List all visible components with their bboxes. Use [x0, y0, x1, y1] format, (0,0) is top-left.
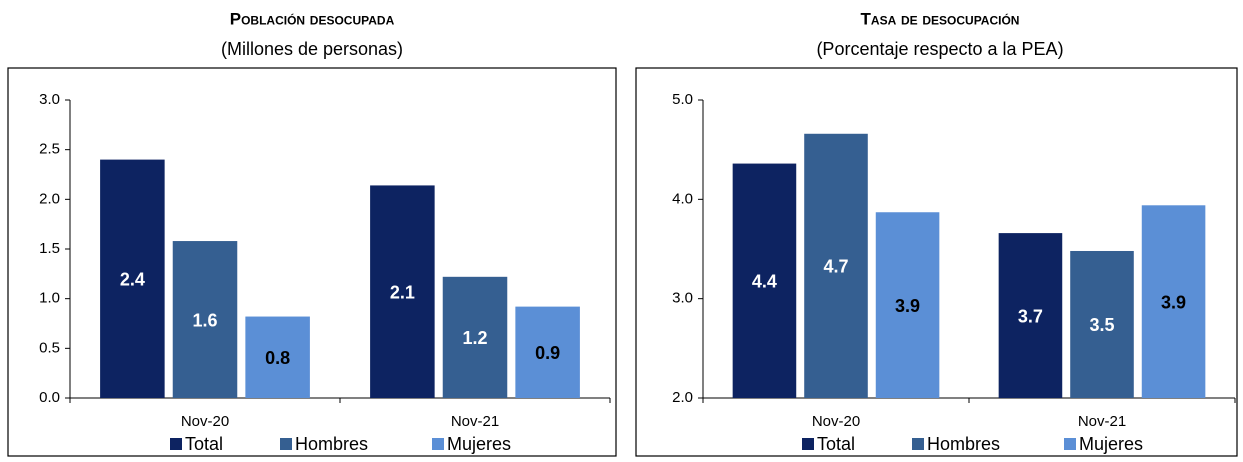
x-tick-label: Nov-20: [812, 413, 860, 430]
y-tick-label: 3.0: [672, 290, 693, 307]
bar: [515, 306, 580, 398]
chart-subtitle: (Porcentaje respecto a la PEA): [816, 39, 1063, 59]
data-label: 1.2: [462, 328, 487, 348]
legend-swatch: [170, 438, 182, 450]
chart-frame: [635, 67, 1238, 457]
data-label: 4.7: [823, 257, 848, 277]
legend-swatch: [912, 438, 924, 450]
data-label: 2.4: [120, 270, 145, 290]
legend-swatch: [432, 438, 444, 450]
data-label: 0.8: [265, 348, 290, 368]
bar: [1070, 250, 1134, 398]
y-tick-label: 0.5: [39, 339, 60, 356]
data-label: 3.9: [1161, 292, 1186, 312]
y-tick-label: 2.5: [39, 141, 60, 158]
y-tick-label: 3.0: [39, 91, 60, 108]
chart-frame: [7, 67, 617, 457]
y-tick-label: 2.0: [39, 190, 60, 207]
data-label: 3.5: [1089, 315, 1114, 335]
legend-swatch: [1064, 438, 1076, 450]
y-tick-label: 0.0: [39, 389, 60, 406]
legend-label: Hombres: [295, 434, 368, 454]
x-tick-label: Nov-21: [1078, 413, 1126, 430]
bar: [172, 241, 238, 398]
bar: [1141, 205, 1206, 398]
data-label: 1.6: [192, 310, 217, 330]
bar: [370, 185, 435, 398]
bar: [442, 276, 508, 398]
data-label: 3.9: [895, 296, 920, 316]
chart-title: Tasa de desocupación: [861, 9, 1020, 28]
y-tick-label: 2.0: [672, 389, 693, 406]
data-label: 3.7: [1018, 306, 1043, 326]
y-tick-label: 4.0: [672, 190, 693, 207]
y-tick-label: 5.0: [672, 91, 693, 108]
bar: [875, 212, 940, 398]
data-label: 0.9: [535, 343, 560, 363]
y-tick-label: 1.5: [39, 240, 60, 257]
chart-subtitle: (Millones de personas): [221, 39, 403, 59]
y-tick-label: 1.0: [39, 290, 60, 307]
legend-label: Mujeres: [1079, 434, 1143, 454]
legend-label: Mujeres: [447, 434, 511, 454]
bar: [998, 233, 1063, 398]
bar: [804, 133, 868, 399]
bar: [732, 163, 797, 398]
legend-swatch: [280, 438, 292, 450]
x-tick-label: Nov-21: [451, 413, 499, 430]
legend-swatch: [802, 438, 814, 450]
bar: [100, 159, 165, 398]
bar: [245, 316, 310, 398]
data-label: 4.4: [752, 272, 777, 292]
legend-label: Total: [185, 434, 223, 454]
legend-label: Total: [817, 434, 855, 454]
chart-title: Población desocupada: [230, 9, 395, 28]
legend-label: Hombres: [927, 434, 1000, 454]
data-label: 2.1: [390, 282, 415, 302]
x-tick-label: Nov-20: [181, 413, 229, 430]
